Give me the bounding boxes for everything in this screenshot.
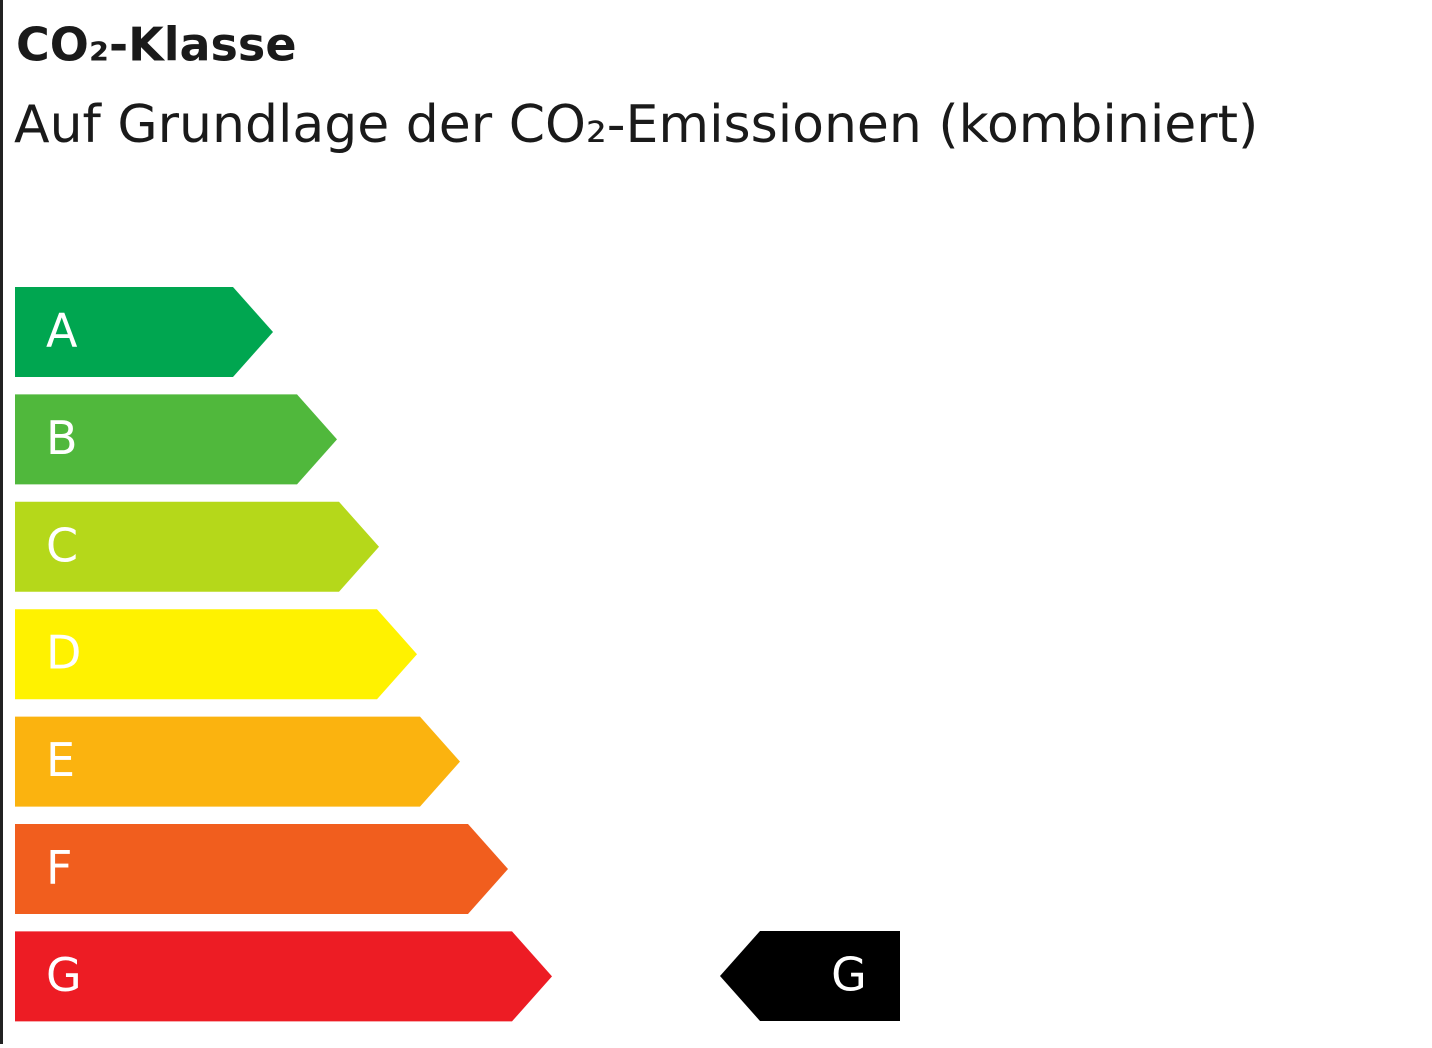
class-bar [15, 824, 508, 914]
class-indicator [720, 931, 900, 1021]
class-label: A [46, 304, 78, 358]
class-label: C [46, 518, 78, 572]
class-bar [15, 501, 379, 592]
class-label: F [46, 841, 72, 895]
left-border [0, 0, 3, 1044]
subtitle: Auf Grundlage der CO₂-Emissionen (kombin… [14, 95, 1258, 155]
class-label: G [46, 948, 82, 1002]
class-bar [15, 716, 460, 807]
class-label: E [46, 733, 75, 787]
class-bar [15, 394, 337, 485]
title: CO₂-Klasse [16, 18, 297, 72]
class-bar [15, 609, 417, 700]
class-bar [15, 931, 552, 1022]
class-label: D [46, 626, 81, 680]
class-label: B [46, 411, 78, 465]
indicator-label: G [831, 948, 867, 1002]
class-bar [15, 287, 273, 377]
